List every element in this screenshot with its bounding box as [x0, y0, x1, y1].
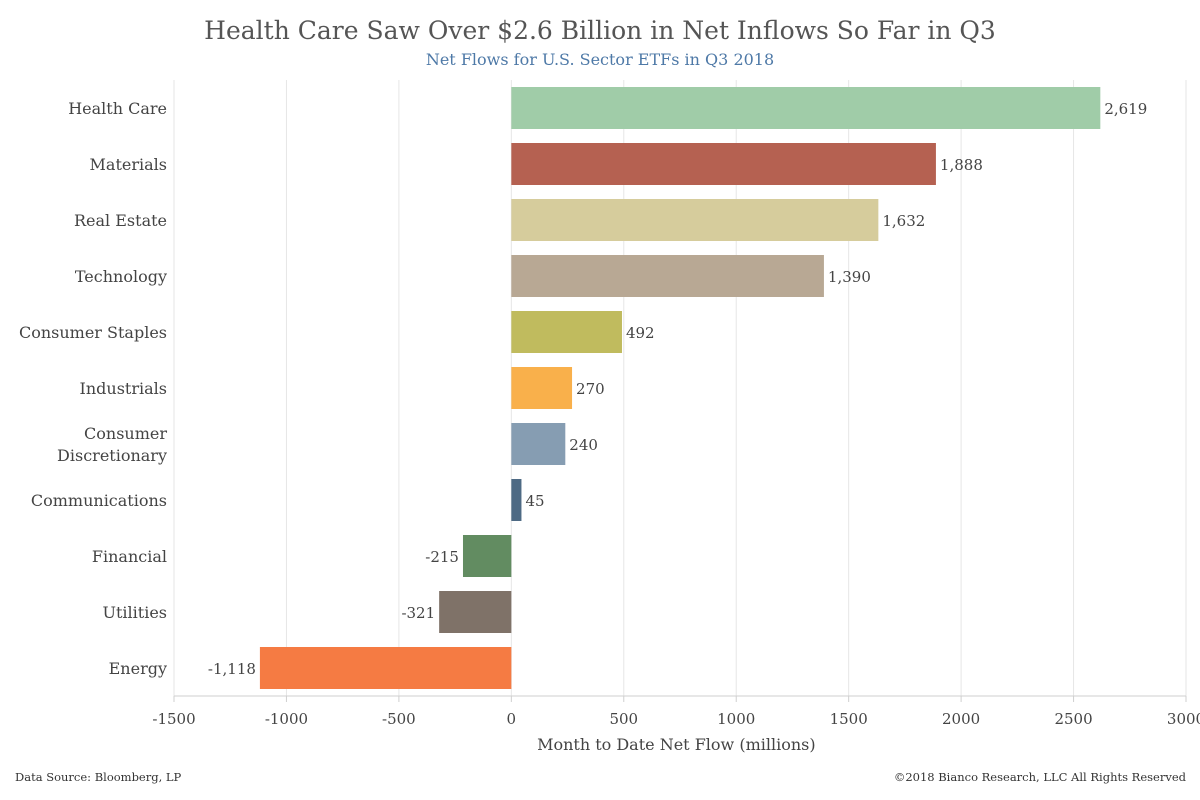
x-tick-label: 3000 — [1167, 710, 1200, 728]
bar-industrials — [511, 367, 573, 409]
category-label: Consumer — [84, 424, 167, 443]
copyright-note: ©2018 Bianco Research, LLC All Rights Re… — [893, 770, 1186, 784]
category-label: Financial — [92, 547, 167, 566]
bar-materials — [511, 143, 936, 185]
bar-utilities — [439, 591, 512, 633]
bar-communications — [511, 479, 522, 521]
x-axis-title: Month to Date Net Flow (millions) — [537, 735, 816, 754]
category-label: Consumer Staples — [19, 323, 167, 342]
x-tick-label: 1500 — [830, 710, 868, 728]
x-tick-label: 1000 — [717, 710, 755, 728]
value-label: 270 — [576, 380, 605, 398]
value-label: -215 — [425, 548, 459, 566]
bar-consumer-staples — [511, 311, 622, 353]
category-label: Communications — [31, 491, 167, 510]
chart-title: Health Care Saw Over $2.6 Billion in Net… — [204, 16, 996, 45]
value-label: 492 — [626, 324, 655, 342]
x-tick-label: -500 — [382, 710, 416, 728]
category-label: Discretionary — [57, 446, 167, 465]
x-tick-label: -1500 — [152, 710, 195, 728]
data-source-note: Data Source: Bloomberg, LP — [15, 770, 182, 784]
value-label: 2,619 — [1104, 100, 1147, 118]
bar-technology — [511, 255, 824, 297]
bar-financial — [462, 535, 512, 577]
bar-real-estate — [511, 199, 879, 241]
category-label: Health Care — [68, 99, 167, 118]
value-label: -1,118 — [208, 660, 256, 678]
value-label: 1,390 — [828, 268, 871, 286]
bar-consumer-discretionary — [511, 423, 566, 465]
value-label: 1,632 — [882, 212, 925, 230]
category-label: Materials — [90, 155, 167, 174]
x-tick-label: 2000 — [942, 710, 980, 728]
category-label: Industrials — [80, 379, 167, 398]
category-label: Real Estate — [74, 211, 167, 230]
category-label: Energy — [109, 659, 167, 678]
x-tick-label: -1000 — [265, 710, 308, 728]
category-label: Technology — [75, 267, 167, 286]
category-label: Utilities — [103, 603, 168, 622]
bar-health-care — [511, 87, 1101, 129]
value-label: 45 — [525, 492, 544, 510]
value-label: 240 — [569, 436, 598, 454]
x-tick-label: 0 — [507, 710, 517, 728]
x-tick-label: 500 — [609, 710, 638, 728]
x-tick-label: 2500 — [1054, 710, 1092, 728]
value-label: 1,888 — [940, 156, 983, 174]
value-label: -321 — [401, 604, 435, 622]
bar-energy — [259, 647, 512, 689]
chart-subtitle: Net Flows for U.S. Sector ETFs in Q3 201… — [425, 50, 775, 69]
